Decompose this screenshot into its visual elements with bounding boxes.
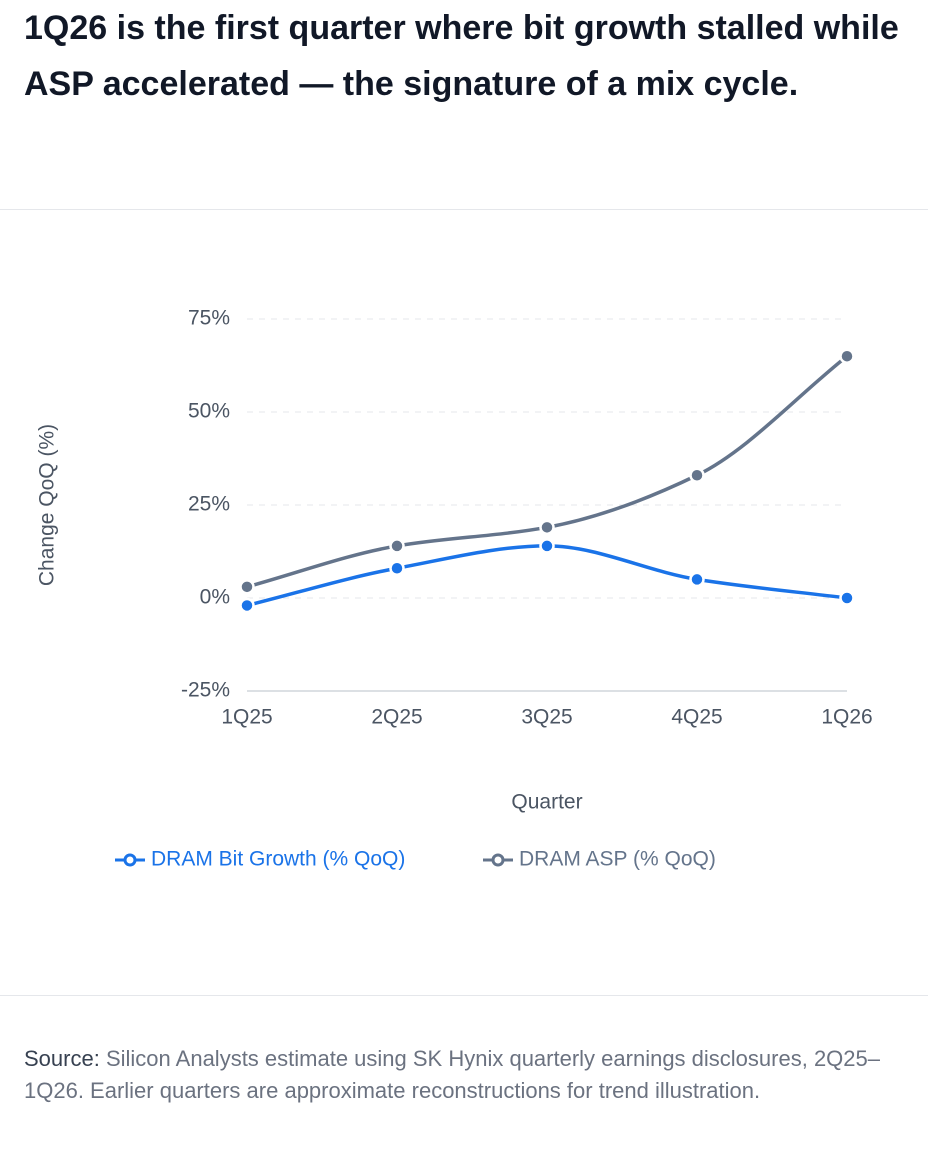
data-point (389, 538, 405, 554)
y-axis-title: Change QoQ (%) (36, 424, 59, 586)
x-tick-label: 1Q26 (821, 706, 872, 729)
divider (0, 995, 928, 996)
legend-label[interactable]: DRAM Bit Growth (% QoQ) (151, 848, 405, 871)
data-point (239, 579, 255, 595)
source-note: Source: Silicon Analysts estimate using … (24, 1043, 914, 1107)
series-line (245, 544, 849, 608)
legend-swatch (491, 853, 505, 867)
y-tick-label: 75% (188, 307, 230, 330)
data-point (839, 590, 855, 606)
data-point (539, 538, 555, 554)
chart-title: 1Q26 is the first quarter where bit grow… (24, 9, 899, 103)
y-tick-label: -25% (181, 679, 230, 702)
y-tick-label: 50% (188, 400, 230, 423)
data-point (539, 519, 555, 536)
y-tick-label: 0% (200, 586, 230, 609)
legend-label[interactable]: DRAM ASP (% QoQ) (519, 848, 716, 871)
x-tick-label: 2Q25 (371, 706, 422, 729)
data-point (689, 571, 705, 588)
y-tick-label: 25% (188, 493, 230, 516)
divider (0, 209, 928, 210)
data-point (389, 560, 405, 576)
x-tick-label: 3Q25 (521, 706, 572, 729)
source-label: Source: (24, 1046, 100, 1071)
data-point (839, 348, 855, 364)
data-point (239, 597, 255, 614)
x-axis-title: Quarter (511, 791, 582, 814)
x-tick-label: 1Q25 (221, 706, 272, 729)
chart: -25% 0% 25% 50% 75% 1Q25 2Q25 3Q25 4Q25 1Q26 Quart… (36, 307, 873, 871)
legend-swatch (123, 853, 137, 867)
source-text: Silicon Analysts estimate using SK Hynix… (24, 1046, 880, 1103)
data-point (689, 467, 705, 483)
x-tick-label: 4Q25 (671, 706, 722, 729)
